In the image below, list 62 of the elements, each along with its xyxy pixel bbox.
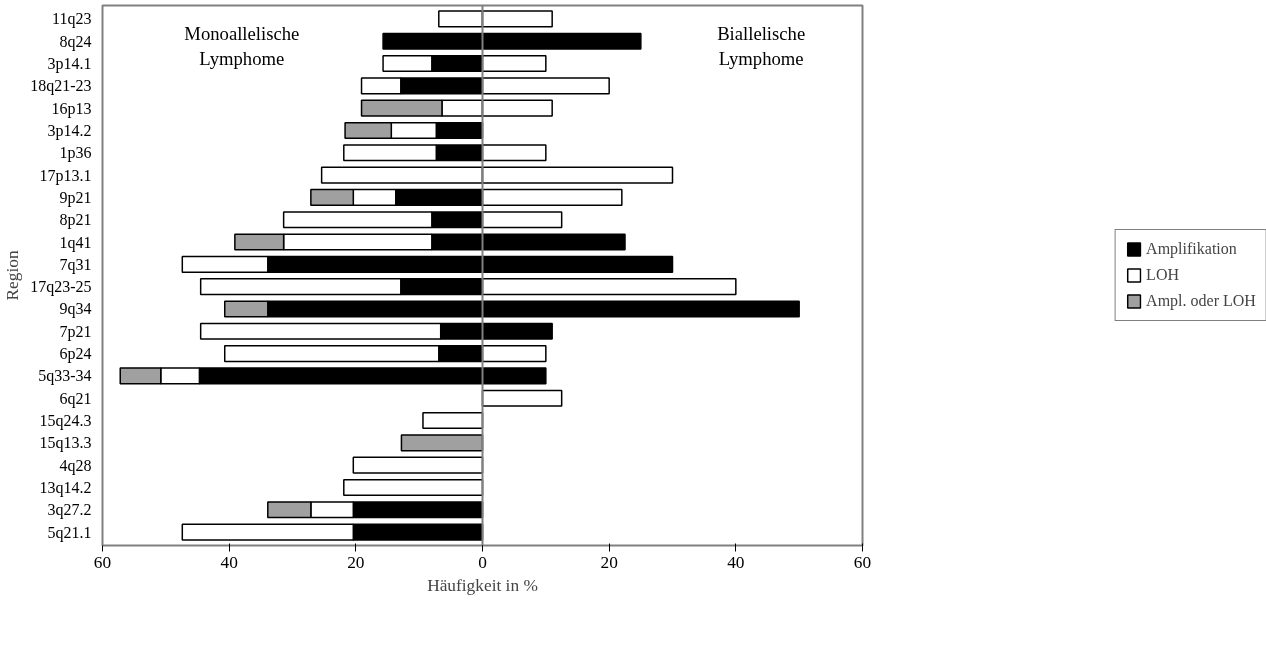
y-tick-label: 13q14.2	[39, 478, 92, 497]
bar	[481, 32, 642, 50]
y-tick-label: 11q23	[52, 10, 92, 29]
y-axis-title: Region	[3, 250, 23, 301]
bar	[481, 389, 563, 407]
y-tick-label: 5q21.1	[47, 523, 92, 542]
bar	[481, 278, 737, 296]
y-tick-label: 3p14.1	[47, 55, 92, 74]
y-tick-label: 9p21	[59, 188, 92, 207]
bar	[352, 456, 484, 474]
y-tick-label: 17p13.1	[39, 166, 92, 185]
legend-label: Ampl. oder LOH	[1146, 292, 1256, 310]
x-tick-label: 20	[347, 552, 365, 572]
bar	[343, 478, 484, 497]
bar	[438, 10, 484, 28]
bar	[481, 367, 547, 385]
y-tick-label: 7p21	[59, 322, 92, 341]
bar	[481, 99, 553, 117]
bar	[481, 54, 547, 73]
y-tick-label: 1q41	[59, 233, 92, 252]
y-tick-label: 1p36	[59, 144, 92, 163]
x-tick-label: 0	[478, 552, 487, 572]
legend-label: LOH	[1146, 266, 1180, 284]
annotation: Monoallelische Lymphome	[184, 22, 300, 69]
bar	[320, 166, 484, 184]
annotation: Biallelische Lymphome	[717, 22, 806, 69]
y-tick-label: 7q31	[59, 255, 92, 274]
bar	[481, 233, 626, 251]
bar	[481, 300, 800, 318]
y-tick-label: 9q34	[59, 300, 92, 319]
bar	[481, 77, 610, 95]
y-tick-label: 3p14.2	[47, 121, 92, 140]
y-tick-label: 8p21	[59, 211, 92, 230]
x-tick-label: 60	[853, 552, 872, 572]
y-tick-label: 16p13	[51, 99, 92, 118]
y-tick-label: 5q33-34	[38, 367, 92, 386]
bar	[481, 255, 674, 273]
y-tick-label: 18q21-23	[30, 77, 92, 96]
bar	[382, 32, 484, 50]
y-tick-label: 17q23-25	[30, 278, 92, 297]
bar	[481, 10, 553, 28]
bar	[481, 144, 547, 162]
y-tick-label: 15q13.3	[39, 434, 92, 453]
bar	[481, 211, 563, 229]
x-tick-label: 20	[600, 552, 618, 572]
y-tick-label: 8q24	[59, 32, 92, 51]
x-tick-label: 40	[727, 552, 745, 572]
bar	[481, 322, 553, 340]
bar	[481, 166, 674, 184]
x-axis-title: Häufigkeit in %	[427, 575, 538, 595]
y-tick-label: 4q28	[59, 456, 92, 475]
bar	[400, 434, 484, 452]
y-tick-label: 3q27.2	[47, 501, 92, 520]
bar	[481, 188, 623, 206]
legend-label: Amplifikation	[1146, 240, 1237, 258]
y-tick-label: 6p24	[59, 345, 92, 364]
bar	[481, 345, 547, 363]
bar	[422, 411, 484, 430]
x-tick-label: 60	[93, 552, 112, 572]
x-tick-label: 40	[220, 552, 238, 572]
y-tick-label: 15q24.3	[39, 412, 92, 431]
y-tick-label: 6q21	[59, 389, 92, 408]
